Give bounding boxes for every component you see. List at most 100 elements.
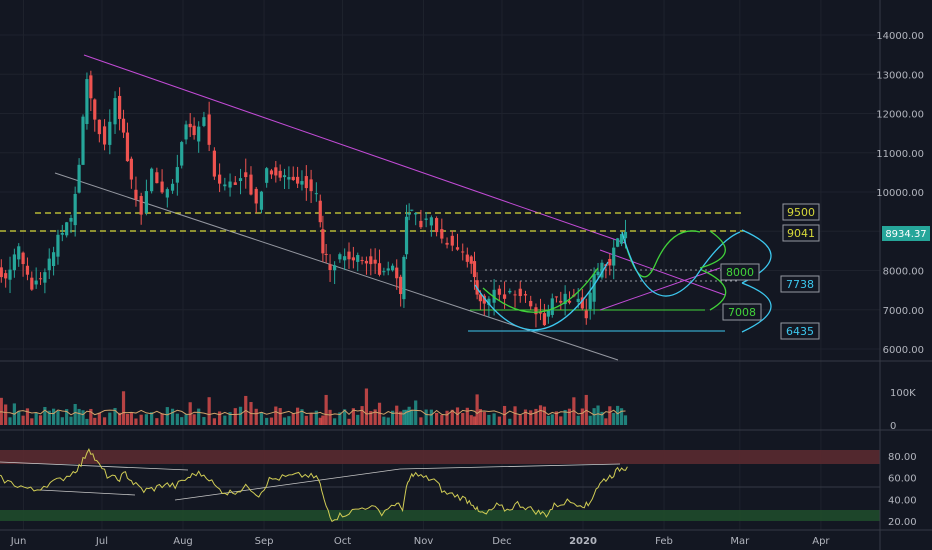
volume-bar — [125, 413, 130, 425]
candle-body — [274, 167, 278, 176]
candle-body — [118, 95, 122, 119]
candle-body — [8, 269, 12, 280]
volume-bar — [282, 417, 287, 425]
candle-body — [623, 231, 628, 239]
candle-body — [259, 191, 264, 210]
volume-bar — [604, 418, 608, 425]
candle-body — [534, 307, 538, 315]
label-9500: 9500 — [787, 206, 815, 219]
candle-body — [364, 260, 369, 264]
candle-body — [513, 294, 517, 296]
volume-bar — [60, 417, 64, 425]
label-8000: 8000 — [726, 266, 754, 279]
price-tick-label: 6000.00 — [883, 345, 924, 356]
candle-body — [440, 229, 444, 239]
candle-body — [249, 174, 253, 195]
candle-body — [328, 264, 332, 271]
volume-bar — [30, 418, 34, 425]
volume-bar — [612, 413, 616, 425]
candle-body — [89, 75, 93, 99]
candle-body — [300, 181, 304, 185]
volume-bar — [212, 418, 216, 425]
candle-body — [282, 175, 287, 178]
volume-bar — [440, 414, 444, 425]
last-price-label: 8934.37 — [885, 229, 926, 240]
candle-body — [482, 295, 486, 304]
volume-bar — [202, 417, 206, 425]
volume-axis[interactable]: 100K 0 — [890, 388, 916, 432]
time-tick-label: Nov — [414, 536, 434, 547]
candle-body — [434, 218, 439, 233]
cup-curve-green — [482, 267, 599, 313]
price-axis[interactable]: 14000.00 13000.00 12000.00 11000.00 10000.00… — [876, 31, 924, 356]
candle-body — [455, 247, 460, 250]
time-axis[interactable]: Jun Jul Aug Sep Oct Nov Dec 2020 Feb Mar Apr — [10, 536, 831, 547]
volume-bar — [188, 402, 192, 425]
volume-bar — [434, 412, 439, 425]
candle-body — [343, 256, 347, 261]
volume-bar — [269, 417, 274, 425]
candle-body — [65, 222, 69, 236]
candle-body — [56, 234, 60, 257]
volume-bar — [97, 412, 101, 425]
descending-resistance-line — [83, 54, 626, 244]
volume-bar — [429, 409, 433, 425]
label-6435: 6435 — [786, 325, 814, 338]
time-tick-label: Mar — [730, 536, 750, 547]
candle-body — [150, 168, 154, 192]
volume-bar — [404, 409, 409, 425]
volume-bar — [623, 415, 628, 425]
candle-body — [69, 217, 73, 222]
candle-body — [487, 298, 491, 306]
candle-body — [550, 298, 554, 315]
volume-bar — [318, 417, 322, 425]
volume-bar — [238, 406, 243, 425]
time-tick-label: Jul — [95, 536, 108, 547]
candle-body — [233, 182, 237, 185]
volume-bar — [534, 408, 538, 425]
label-7008: 7008 — [728, 306, 756, 319]
candle-body — [616, 238, 620, 247]
candle-body — [351, 257, 355, 261]
label-7008-box — [722, 303, 762, 321]
candle-body — [523, 294, 528, 296]
candle-body — [30, 277, 34, 290]
volume-bar — [550, 414, 554, 425]
candle-body — [584, 310, 588, 319]
volume-bar — [538, 405, 543, 425]
volume-bar — [69, 416, 73, 425]
candle-body — [180, 142, 184, 166]
candle-body — [134, 189, 138, 200]
rsi-axis[interactable]: 80.00 60.00 40.00 20.00 — [888, 452, 917, 528]
candle-body — [580, 297, 584, 309]
candle-body — [399, 276, 403, 295]
volume-bar — [445, 410, 449, 425]
candle-body — [465, 254, 469, 262]
volume-bar — [56, 410, 60, 425]
volume-bar — [207, 397, 211, 425]
volume-bar — [118, 412, 122, 425]
volume-bar — [478, 409, 482, 425]
candle-body — [563, 293, 567, 305]
volume-bar — [165, 407, 169, 425]
candle-body — [139, 196, 143, 215]
volume-bar — [184, 414, 188, 425]
label-6435-box — [780, 322, 820, 340]
candle-body — [144, 191, 149, 213]
volume-bars — [0, 388, 628, 425]
candle-body — [97, 119, 101, 135]
candle-body — [369, 256, 373, 265]
candle-body — [356, 255, 360, 262]
candle-body — [121, 118, 126, 133]
rsi-trendline-4 — [39, 489, 136, 496]
candle-body — [576, 298, 580, 302]
rsi-oversold-band — [0, 510, 880, 521]
candle-body — [254, 188, 258, 204]
candle-body — [608, 258, 612, 266]
volume-bar — [129, 412, 133, 425]
candle-body — [377, 263, 382, 275]
volume-bar — [228, 412, 232, 425]
volume-bar — [43, 406, 47, 425]
volume-bar — [77, 408, 81, 425]
